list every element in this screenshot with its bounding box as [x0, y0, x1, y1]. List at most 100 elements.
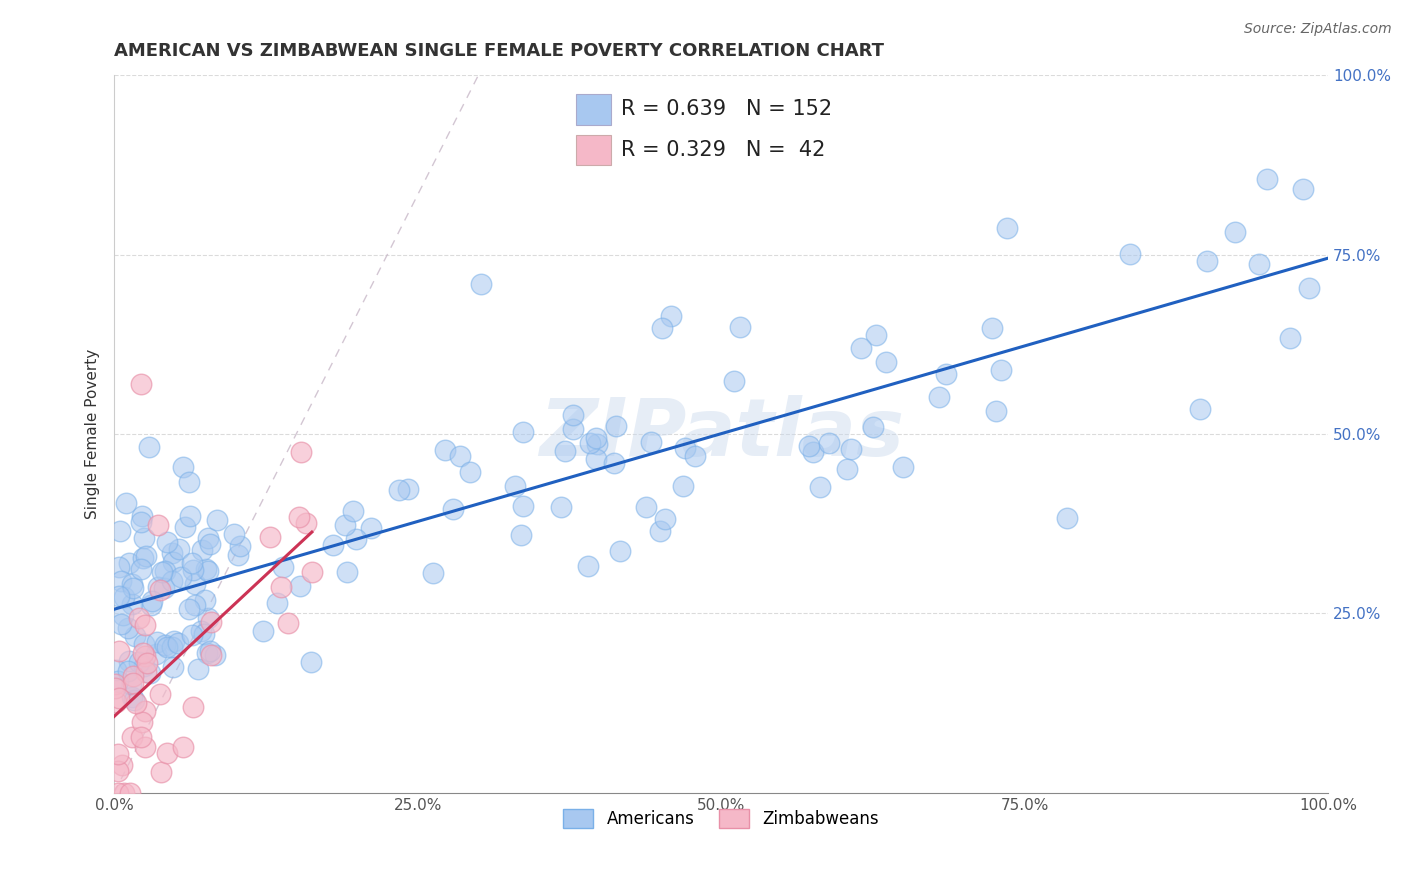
Y-axis label: Single Female Poverty: Single Female Poverty [86, 349, 100, 519]
Point [603, 456, 626, 470]
Point [181, 563, 204, 577]
Point [636, 500, 658, 514]
Point [198, 643, 221, 657]
Point [172, 460, 194, 475]
Point [179, 508, 201, 523]
Point [817, 435, 839, 450]
Point [342, 504, 364, 518]
Point [107, 560, 129, 574]
Point [139, 598, 162, 612]
Point [107, 589, 129, 603]
Point [200, 648, 222, 663]
Point [673, 441, 696, 455]
Point [1256, 172, 1278, 186]
Point [273, 560, 295, 574]
Point [187, 662, 209, 676]
Legend: Americans, Zimbabweans: Americans, Zimbabweans [557, 802, 886, 835]
Point [851, 341, 873, 355]
Point [138, 440, 160, 454]
Point [118, 654, 141, 668]
Point [659, 309, 682, 323]
Point [190, 624, 212, 638]
Point [128, 655, 150, 669]
Point [156, 640, 179, 654]
Point [839, 442, 862, 456]
Point [179, 475, 201, 490]
Point [396, 482, 419, 496]
Point [125, 696, 148, 710]
Point [433, 443, 456, 458]
Point [550, 500, 572, 514]
Point [226, 548, 249, 562]
Point [891, 460, 914, 475]
Point [149, 583, 172, 598]
Point [121, 690, 143, 704]
Point [162, 546, 184, 560]
Point [252, 624, 274, 639]
Point [107, 764, 129, 779]
Point [108, 644, 131, 658]
Point [723, 374, 745, 388]
Point [585, 431, 607, 445]
Point [200, 615, 222, 629]
Point [129, 730, 152, 744]
Point [160, 574, 183, 589]
Point [117, 621, 139, 635]
Point [509, 528, 531, 542]
Point [121, 730, 143, 744]
Point [162, 633, 184, 648]
Point [122, 581, 145, 595]
Point [104, 677, 127, 691]
Point [184, 576, 207, 591]
Point [344, 532, 367, 546]
Point [288, 578, 311, 592]
Point [1223, 225, 1246, 239]
Point [131, 646, 153, 660]
Point [1195, 254, 1218, 268]
Point [131, 714, 153, 729]
Point [177, 602, 200, 616]
Point [134, 618, 156, 632]
Point [935, 367, 957, 381]
Text: ZIPatlas: ZIPatlas [538, 395, 904, 473]
Point [1298, 281, 1320, 295]
Point [585, 436, 607, 450]
Point [470, 277, 492, 291]
Point [505, 479, 527, 493]
Point [134, 739, 156, 754]
Point [197, 531, 219, 545]
Point [259, 531, 281, 545]
Point [139, 666, 162, 681]
Point [107, 673, 129, 688]
Point [107, 690, 129, 705]
Point [149, 765, 172, 780]
Point [984, 404, 1007, 418]
Point [124, 629, 146, 643]
Point [1056, 510, 1078, 524]
Point [810, 480, 832, 494]
Point [651, 321, 673, 335]
Point [198, 537, 221, 551]
Point [1279, 331, 1302, 345]
Point [122, 669, 145, 683]
Point [875, 355, 897, 369]
Point [118, 557, 141, 571]
Point [360, 520, 382, 534]
Point [928, 390, 950, 404]
Point [512, 425, 534, 439]
Point [111, 757, 134, 772]
Point [554, 443, 576, 458]
Point [153, 564, 176, 578]
Point [115, 496, 138, 510]
Point [129, 515, 152, 529]
Point [167, 636, 190, 650]
Text: AMERICAN VS ZIMBABWEAN SINGLE FEMALE POVERTY CORRELATION CHART: AMERICAN VS ZIMBABWEAN SINGLE FEMALE POV… [114, 42, 884, 60]
Point [107, 747, 129, 761]
Point [449, 449, 471, 463]
Point [122, 676, 145, 690]
Point [149, 687, 172, 701]
Point [441, 501, 464, 516]
Point [205, 513, 228, 527]
Point [172, 739, 194, 754]
Point [640, 435, 662, 450]
